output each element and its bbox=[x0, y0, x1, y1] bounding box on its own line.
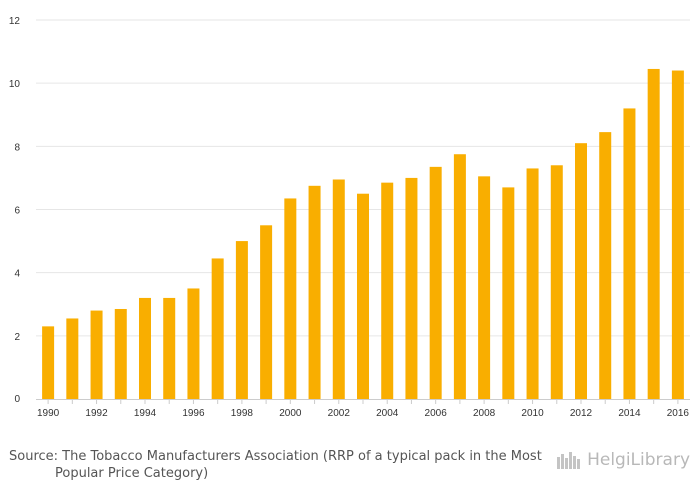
bar-2004 bbox=[381, 182, 394, 399]
bar-1991 bbox=[66, 318, 79, 399]
bar-2010 bbox=[526, 168, 539, 399]
bar-1994 bbox=[139, 297, 151, 399]
y-tick-label: 4 bbox=[14, 269, 20, 280]
bar-2006 bbox=[429, 166, 442, 399]
source-line-1: Source: The Tobacco Manufacturers Associ… bbox=[9, 449, 542, 464]
bar-1996 bbox=[187, 288, 200, 399]
bar-2013 bbox=[599, 132, 612, 399]
bars bbox=[42, 68, 684, 400]
y-tick-label: 0 bbox=[14, 394, 20, 405]
bar-2008 bbox=[478, 176, 491, 399]
bar-1990 bbox=[42, 326, 55, 399]
brand-logo: HelgiLibrary bbox=[556, 450, 690, 470]
y-tick-label: 6 bbox=[14, 206, 20, 217]
x-tick-label: 2002 bbox=[328, 408, 351, 419]
bar-1993 bbox=[114, 308, 127, 399]
bar-2012 bbox=[575, 143, 587, 399]
x-tick-label: 1998 bbox=[231, 408, 254, 419]
x-tick-label: 2014 bbox=[618, 408, 641, 419]
x-tick-label: 1994 bbox=[134, 408, 157, 419]
x-tick-label: 2010 bbox=[521, 408, 544, 419]
bar-2001 bbox=[308, 185, 321, 399]
y-tick-label: 8 bbox=[14, 142, 20, 153]
bar-2014 bbox=[623, 108, 636, 400]
library-books-icon bbox=[557, 452, 581, 469]
y-tick-label: 2 bbox=[14, 332, 20, 343]
x-tick-label: 1990 bbox=[37, 408, 60, 419]
source-note: Source: The Tobacco Manufacturers Associ… bbox=[9, 448, 549, 482]
x-tick-label: 2016 bbox=[667, 408, 690, 419]
x-tick-label: 2006 bbox=[425, 408, 448, 419]
bar-2015 bbox=[647, 68, 660, 399]
bar-2016 bbox=[671, 70, 684, 399]
bar-1995 bbox=[163, 297, 176, 399]
bar-2003 bbox=[357, 193, 369, 399]
bar-2009 bbox=[502, 187, 515, 399]
x-tick-label: 2004 bbox=[376, 408, 399, 419]
bar-2005 bbox=[405, 177, 418, 399]
y-tick-label: 12 bbox=[9, 16, 21, 27]
y-tick-label: 10 bbox=[9, 79, 21, 90]
x-tick-label: 2000 bbox=[279, 408, 302, 419]
x-tick-label: 1992 bbox=[85, 408, 108, 419]
bar-2002 bbox=[332, 179, 345, 399]
bar-1999 bbox=[260, 225, 273, 399]
x-tick-label: 2008 bbox=[473, 408, 496, 419]
bar-1998 bbox=[235, 241, 248, 399]
bar-chart: 0 2 4 6 8 10 12 1990 1992 1994 1996 1998 2000 2002 200… bbox=[9, 16, 690, 419]
source-line-2: Popular Price Category) bbox=[55, 466, 209, 481]
x-tick-label: 1996 bbox=[182, 408, 205, 419]
bar-2000 bbox=[284, 198, 297, 399]
bar-1992 bbox=[90, 310, 103, 399]
brand-name: HelgiLibrary bbox=[587, 450, 690, 470]
axes: 0 2 4 6 8 10 12 1990 1992 1994 1996 1998 2000 2002 200… bbox=[9, 16, 690, 419]
bar-1997 bbox=[211, 258, 224, 399]
bar-2011 bbox=[550, 165, 563, 399]
x-tick-label: 2012 bbox=[570, 408, 593, 419]
bar-2007 bbox=[453, 154, 466, 399]
